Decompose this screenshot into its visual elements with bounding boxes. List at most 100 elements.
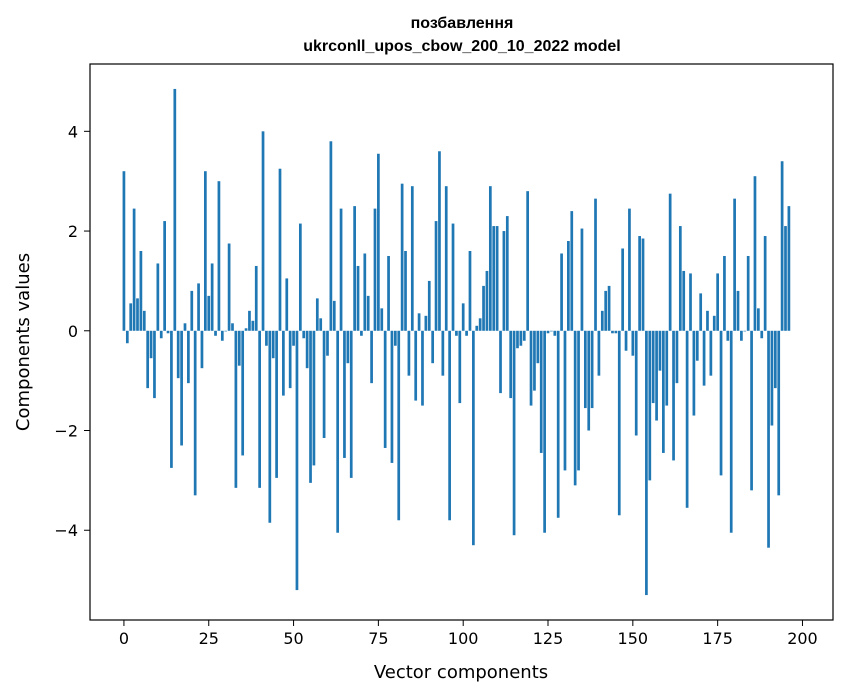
bar	[621, 248, 625, 331]
bar	[787, 206, 791, 331]
bar	[706, 310, 709, 331]
bar	[431, 330, 435, 364]
bar	[743, 330, 747, 332]
bar	[634, 330, 638, 436]
bar	[278, 168, 282, 331]
bar	[173, 88, 177, 331]
bar	[488, 186, 492, 331]
bar	[461, 303, 465, 331]
bar	[139, 250, 143, 331]
x-axis-label: Vector components	[374, 662, 548, 683]
bar	[224, 330, 228, 332]
y-tick-label: −4	[54, 521, 78, 540]
bar	[733, 198, 736, 331]
bar	[753, 176, 757, 331]
bar	[757, 308, 760, 331]
bar	[604, 290, 608, 331]
bar	[214, 330, 217, 336]
bar	[458, 330, 462, 404]
bar	[305, 330, 309, 369]
bar	[448, 330, 451, 521]
bar	[529, 330, 533, 406]
y-axis: −4 −2 0 2 4	[54, 122, 90, 540]
bar	[658, 330, 662, 371]
bar	[234, 330, 238, 488]
bar	[346, 330, 350, 364]
bar	[163, 221, 166, 331]
bar	[746, 255, 750, 331]
bar	[672, 330, 675, 461]
bar	[631, 330, 635, 356]
x-tick-label: 125	[533, 629, 564, 648]
y-axis-label: Components values	[13, 253, 34, 431]
bar	[468, 250, 472, 331]
bar	[410, 186, 414, 331]
bar	[617, 330, 621, 516]
bar	[237, 330, 241, 366]
bar	[122, 171, 126, 331]
bar	[180, 330, 183, 446]
bar	[187, 330, 190, 384]
bar	[285, 278, 289, 331]
bar	[573, 330, 577, 486]
x-tick-label: 75	[368, 629, 388, 648]
bar	[611, 330, 614, 334]
bar	[505, 216, 509, 331]
bar	[539, 330, 543, 453]
bar	[343, 330, 346, 458]
bar	[570, 211, 574, 331]
bar	[563, 330, 567, 471]
bar	[736, 290, 740, 331]
bar	[624, 330, 628, 351]
x-tick-label: 100	[448, 629, 479, 648]
bar	[536, 330, 540, 364]
bar	[475, 325, 479, 331]
bar	[400, 183, 404, 331]
bar	[159, 330, 163, 339]
bar	[689, 273, 692, 331]
bar	[170, 330, 173, 468]
bar	[594, 198, 597, 331]
bar	[682, 270, 686, 331]
bar	[271, 330, 275, 359]
bar	[363, 253, 367, 331]
x-tick-label: 150	[618, 629, 649, 648]
bar	[499, 330, 502, 394]
bar	[655, 330, 658, 421]
bar	[258, 330, 261, 488]
bar	[207, 295, 211, 331]
y-tick-label: 2	[68, 222, 78, 241]
bar	[210, 263, 214, 331]
bar	[254, 265, 258, 331]
bar	[387, 255, 390, 331]
bar	[197, 283, 200, 331]
bar	[614, 330, 618, 334]
bar	[298, 223, 302, 331]
bar	[702, 330, 706, 386]
bar	[312, 330, 316, 466]
bar	[546, 330, 550, 334]
bars-group	[122, 88, 791, 596]
bar	[380, 308, 384, 331]
bar	[567, 241, 570, 331]
bar	[193, 330, 197, 496]
bar	[600, 310, 604, 331]
bar	[716, 273, 720, 331]
bar	[353, 206, 356, 331]
bar	[176, 330, 180, 379]
bar	[556, 330, 560, 518]
bar	[282, 330, 285, 396]
bar	[217, 181, 221, 331]
bar	[329, 141, 333, 331]
bar	[200, 330, 204, 369]
chart-title-line2: ukrconll_upos_cbow_200_10_2022 model	[303, 38, 620, 55]
bar	[129, 303, 133, 331]
bar	[244, 328, 248, 331]
bar	[349, 330, 353, 478]
bar	[149, 330, 153, 359]
bar	[719, 330, 723, 476]
bar	[309, 330, 312, 483]
bar	[183, 323, 187, 331]
bar	[373, 208, 377, 331]
bar	[248, 310, 251, 331]
